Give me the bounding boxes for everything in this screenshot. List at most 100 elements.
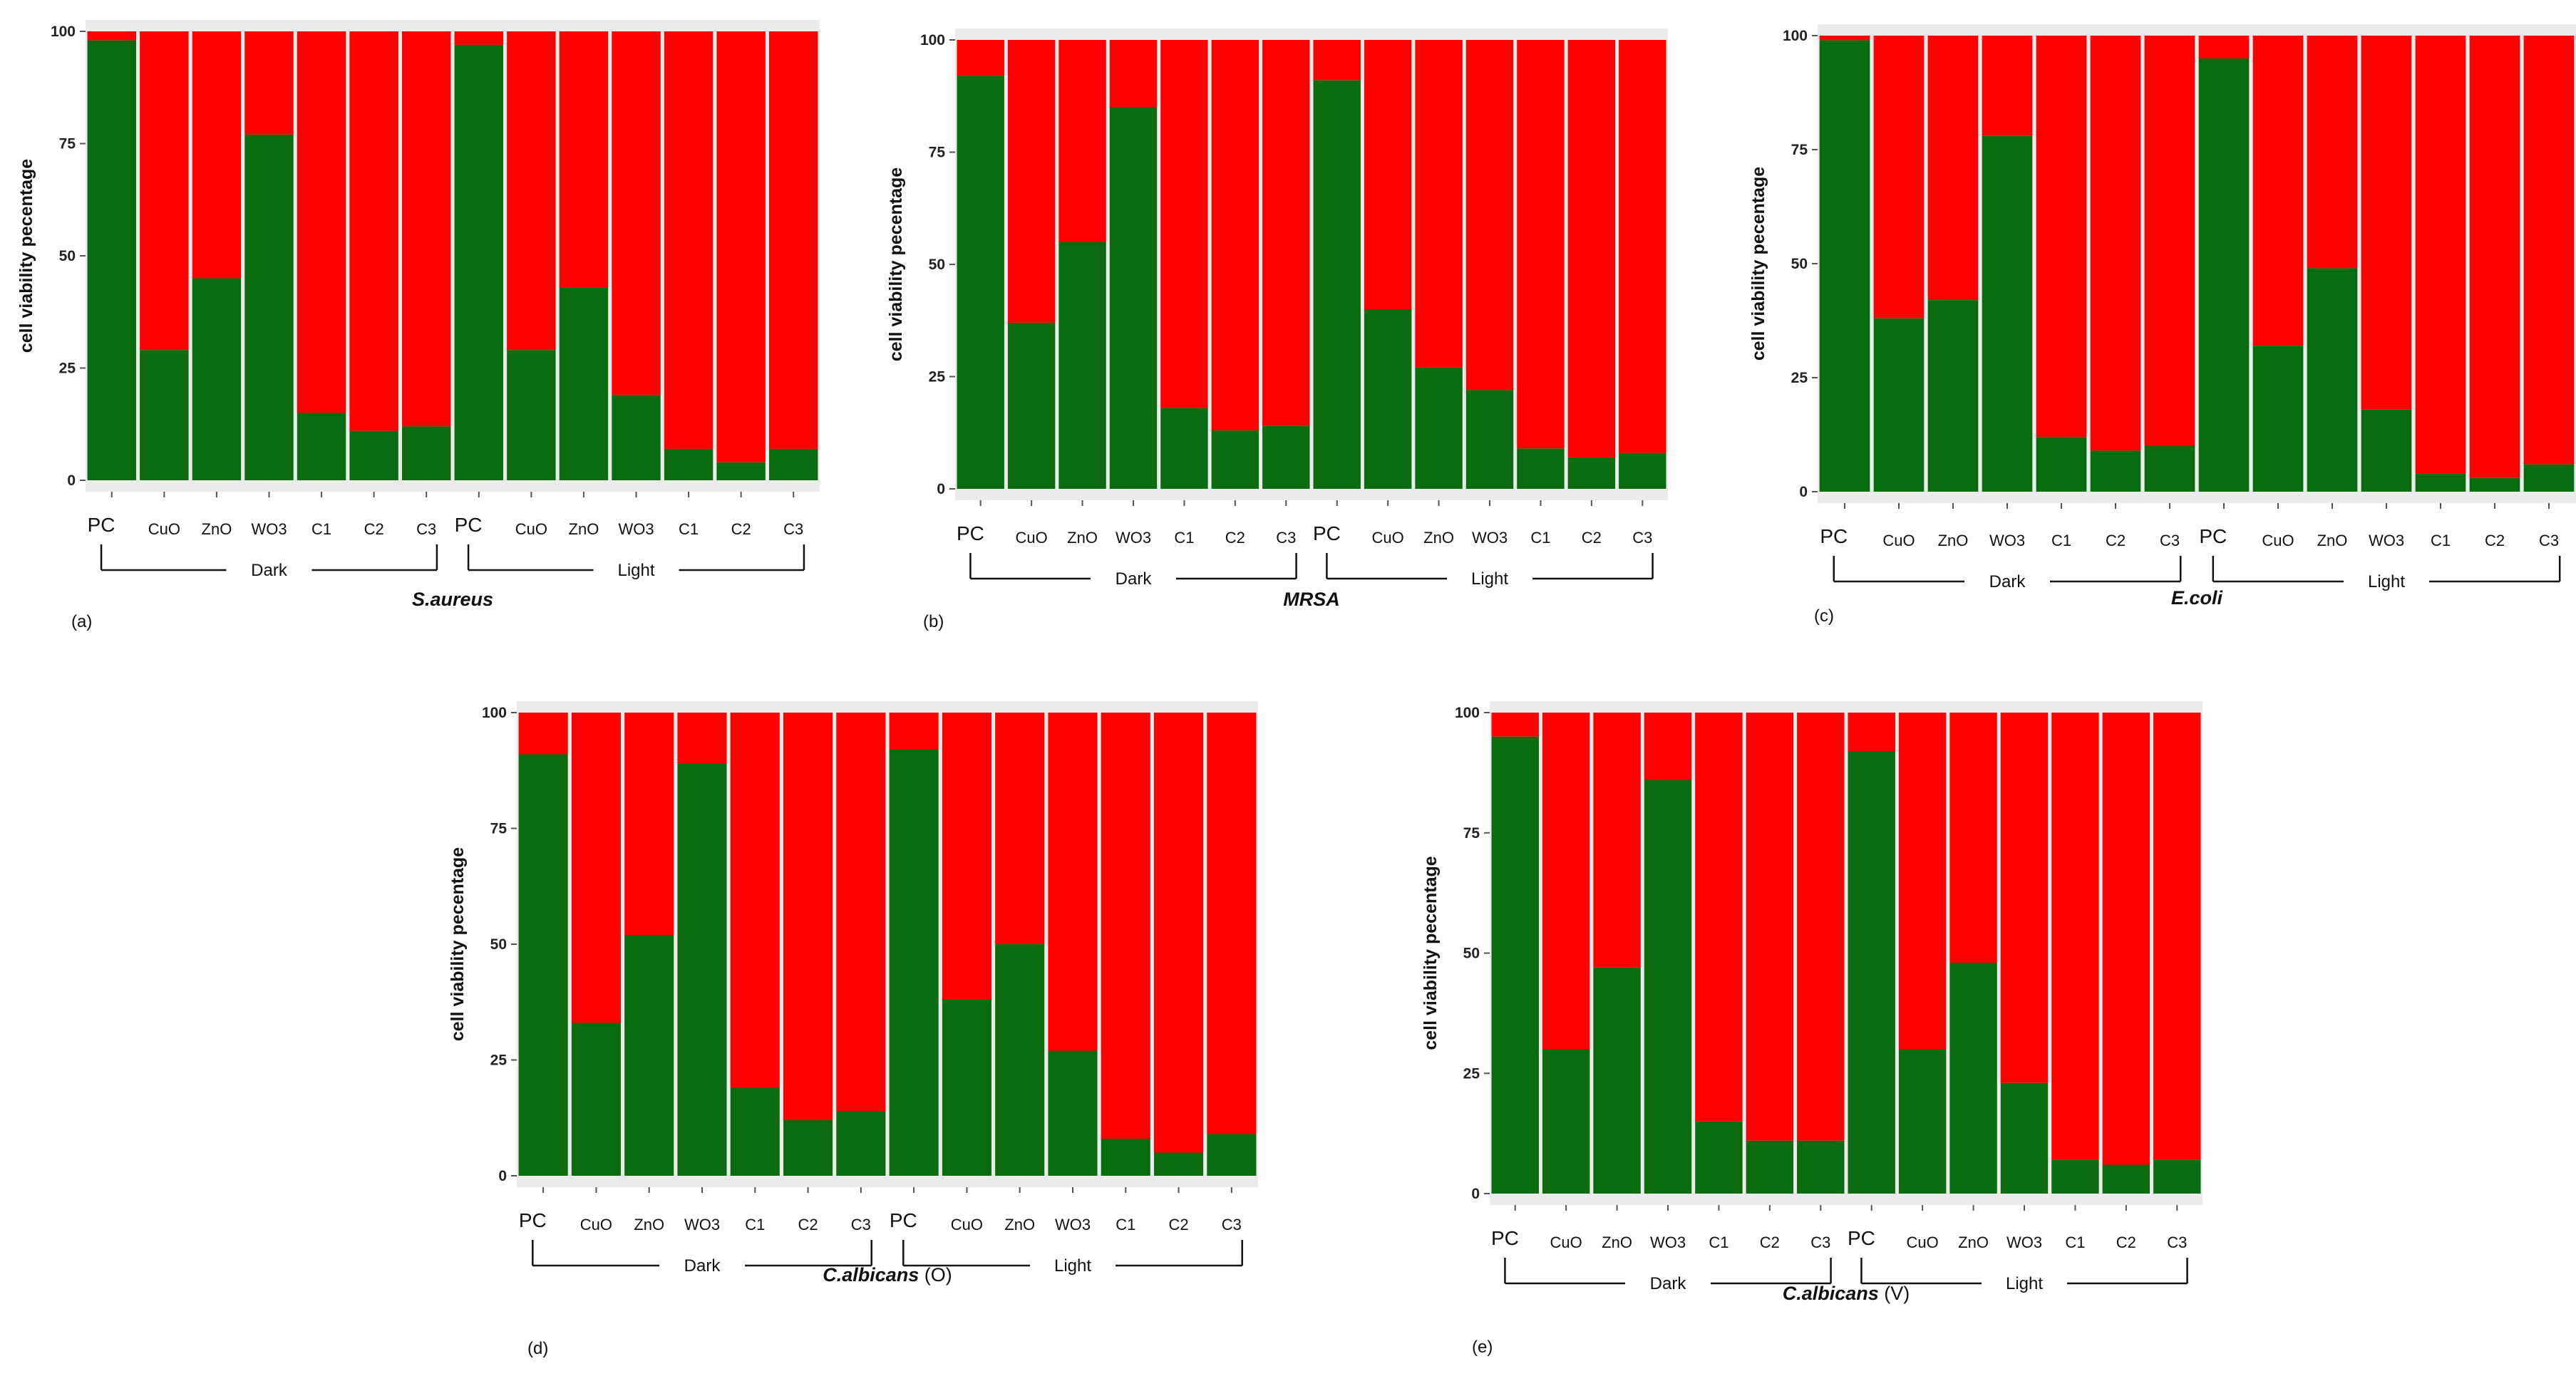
bar-nonviable bbox=[1949, 713, 1997, 963]
bar-nonviable bbox=[1542, 713, 1590, 1050]
bar-viable bbox=[1160, 408, 1208, 489]
bar-nonviable bbox=[942, 713, 991, 1000]
bar-nonviable bbox=[1819, 36, 1870, 41]
bar-viable bbox=[2361, 409, 2412, 492]
group-label: Light bbox=[2368, 572, 2405, 591]
x-tick-label: ZnO bbox=[569, 520, 599, 538]
bar-nonviable bbox=[995, 713, 1045, 944]
x-tick-label: C1 bbox=[311, 520, 331, 538]
bar-viable bbox=[1048, 1050, 1098, 1176]
chart-panel-c: 0 25 50 75 100 cell viability pecentage PC CuO Z… bbox=[1748, 24, 2576, 626]
y-axis-label: cell viability pecentage bbox=[886, 167, 906, 361]
bar-nonviable bbox=[1873, 36, 1925, 319]
x-tick-label: ZnO bbox=[2317, 532, 2348, 549]
bar-viable bbox=[571, 1023, 621, 1176]
bar-viable bbox=[624, 935, 674, 1176]
x-tick-label: C2 bbox=[2106, 532, 2126, 549]
x-tick-label: C3 bbox=[2539, 532, 2559, 549]
bar-viable bbox=[1211, 430, 1259, 489]
bar-nonviable bbox=[783, 713, 833, 1120]
bar-viable bbox=[518, 754, 568, 1176]
bar-nonviable bbox=[1644, 713, 1692, 780]
group-label: Light bbox=[2006, 1274, 2043, 1293]
bar-viable bbox=[1746, 1140, 1794, 1194]
chart-title: C.albicans (O) bbox=[823, 1264, 952, 1286]
y-tick-label: 75 bbox=[59, 136, 76, 152]
bar-nonviable bbox=[2036, 36, 2087, 438]
y-tick-label: 75 bbox=[929, 145, 946, 161]
bar-nonviable bbox=[2523, 36, 2575, 465]
bar-nonviable bbox=[1154, 713, 1204, 1153]
bar-nonviable bbox=[2252, 36, 2304, 346]
bar-nonviable bbox=[2198, 36, 2250, 58]
x-tick-label: C2 bbox=[1225, 529, 1245, 547]
bar-viable bbox=[1797, 1140, 1845, 1194]
group-label: Dark bbox=[684, 1256, 721, 1276]
bar-nonviable bbox=[677, 713, 727, 764]
x-tick-label: PC bbox=[1313, 522, 1341, 544]
x-tick-label: C1 bbox=[745, 1216, 765, 1233]
x-tick-label: CuO bbox=[148, 520, 180, 538]
bar-viable bbox=[769, 448, 818, 480]
y-tick-label: 100 bbox=[1783, 28, 1808, 44]
bar-viable bbox=[1491, 736, 1539, 1194]
bar-viable bbox=[2198, 58, 2250, 492]
bar-nonviable bbox=[1567, 40, 1616, 457]
x-tick-label: C3 bbox=[416, 520, 436, 538]
x-tick-label: C1 bbox=[679, 520, 699, 538]
y-tick-label: 50 bbox=[1463, 946, 1480, 962]
bar-nonviable bbox=[297, 31, 346, 413]
x-tick-label: CuO bbox=[1016, 529, 1048, 547]
bar-viable bbox=[2090, 450, 2141, 492]
bar-nonviable bbox=[402, 31, 451, 427]
bar-viable bbox=[2469, 477, 2520, 492]
bar-viable bbox=[836, 1111, 886, 1176]
x-tick-label: WO3 bbox=[2006, 1233, 2042, 1251]
bar-nonviable bbox=[1746, 713, 1794, 1141]
y-tick-label: 25 bbox=[929, 369, 946, 386]
x-tick-label: WO3 bbox=[1116, 529, 1151, 547]
bar-viable bbox=[349, 430, 398, 480]
bar-viable bbox=[730, 1087, 780, 1176]
x-tick-label: PC bbox=[890, 1209, 917, 1231]
x-tick-label: PC bbox=[455, 514, 483, 536]
x-tick-label: CuO bbox=[1550, 1233, 1582, 1251]
y-axis-label: cell viability pecentage bbox=[1748, 167, 1768, 361]
panel-label: (d) bbox=[527, 1339, 548, 1358]
y-tick-label: 50 bbox=[929, 257, 945, 273]
x-tick-label: CuO bbox=[1907, 1233, 1939, 1251]
bar-nonviable bbox=[2144, 36, 2195, 446]
group-label: Dark bbox=[1650, 1274, 1687, 1293]
x-tick-label: C1 bbox=[1174, 529, 1194, 547]
x-tick-label: CuO bbox=[515, 520, 547, 538]
bar-nonviable bbox=[2361, 36, 2412, 410]
bar-nonviable bbox=[624, 713, 674, 935]
x-tick-label: C1 bbox=[1530, 529, 1550, 547]
bar-viable bbox=[995, 944, 1045, 1176]
y-tick-label: 100 bbox=[920, 32, 945, 48]
group-label: Dark bbox=[251, 561, 288, 580]
bar-viable bbox=[1154, 1152, 1204, 1176]
x-tick-label: C3 bbox=[1222, 1216, 1242, 1233]
bar-nonviable bbox=[559, 31, 609, 288]
bar-viable bbox=[612, 395, 661, 480]
bar-nonviable bbox=[244, 31, 294, 135]
bar-nonviable bbox=[571, 713, 621, 1023]
x-tick-label: CuO bbox=[1882, 532, 1915, 549]
chart-title: MRSA bbox=[1283, 589, 1340, 610]
x-tick-label: CuO bbox=[951, 1216, 983, 1233]
bar-nonviable bbox=[507, 31, 556, 351]
y-tick-label: 0 bbox=[937, 481, 945, 497]
bar-nonviable bbox=[1415, 40, 1463, 368]
bar-viable bbox=[2307, 268, 2358, 492]
x-tick-label: PC bbox=[1848, 1227, 1875, 1249]
y-tick-label: 50 bbox=[59, 248, 76, 264]
bar-nonviable bbox=[518, 713, 568, 755]
x-tick-label: C3 bbox=[1276, 529, 1296, 547]
x-tick-label: ZnO bbox=[202, 520, 232, 538]
bar-viable bbox=[559, 287, 609, 480]
x-tick-label: C1 bbox=[2431, 532, 2451, 549]
group-label: Light bbox=[617, 561, 654, 580]
x-tick-label: ZnO bbox=[1602, 1233, 1632, 1251]
panel-label: (b) bbox=[923, 612, 944, 631]
